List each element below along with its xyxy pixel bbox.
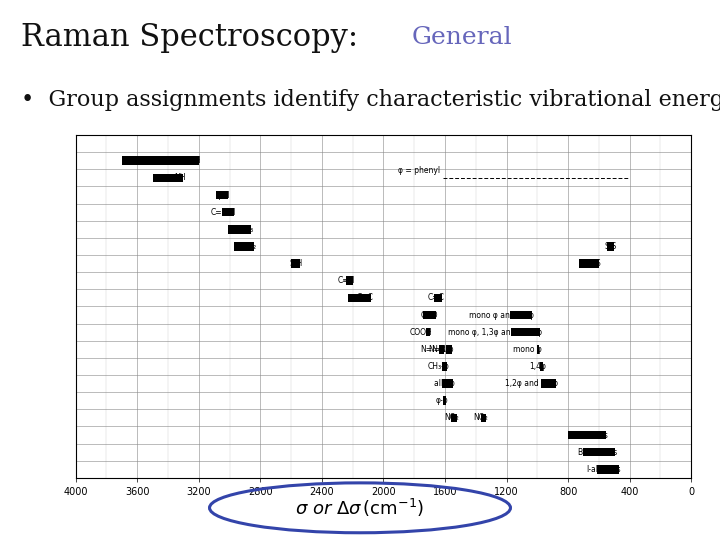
Bar (451, 414, 456, 422)
Text: R-φ: R-φ (442, 379, 455, 388)
Text: C-S: C-S (588, 259, 601, 268)
Bar (423, 310, 436, 319)
Bar (541, 379, 556, 388)
Text: NO₂: NO₂ (473, 414, 488, 422)
Text: mono φ and 1,2φ: mono φ and 1,2φ (469, 310, 534, 320)
Bar (579, 259, 599, 268)
Bar (443, 396, 446, 405)
Text: Raman Spectroscopy:: Raman Spectroscopy: (22, 22, 359, 53)
Bar (442, 379, 448, 388)
Text: General: General (412, 26, 513, 49)
Text: C=O: C=O (420, 310, 438, 320)
Bar (537, 345, 539, 354)
Bar (481, 414, 486, 422)
Bar (234, 242, 254, 251)
Text: mono φ: mono φ (513, 345, 541, 354)
Text: C=C-H: C=C-H (211, 208, 236, 217)
Bar (426, 328, 431, 336)
Bar (446, 345, 452, 354)
Text: 1,2φ and 1,3φ: 1,2φ and 1,3φ (505, 379, 558, 388)
Text: S-S: S-S (604, 242, 616, 251)
Bar (511, 328, 539, 336)
Text: all φ: all φ (433, 379, 450, 388)
Text: OH: OH (189, 156, 201, 165)
Text: φ-H: φ-H (217, 191, 230, 199)
Text: Br-alkanes: Br-alkanes (577, 448, 617, 457)
Bar (446, 379, 453, 388)
Bar (583, 448, 615, 456)
Bar (122, 157, 199, 165)
Bar (216, 191, 228, 199)
Text: NO₂: NO₂ (444, 414, 459, 422)
Text: φ = phenyl: φ = phenyl (398, 166, 441, 176)
Text: Cl-alkanes: Cl-alkanes (568, 430, 608, 440)
Text: CH₂: CH₂ (243, 242, 256, 251)
Bar (434, 294, 442, 302)
Text: I-alkanes: I-alkanes (587, 465, 621, 474)
Text: S-H: S-H (289, 259, 302, 268)
Bar (346, 276, 353, 285)
Bar (568, 431, 606, 440)
Text: φ-φ: φ-φ (436, 396, 448, 405)
Bar (510, 310, 532, 319)
Text: N=N-R: N=N-R (420, 345, 446, 354)
Bar (438, 345, 444, 354)
Text: •  Group assignments identify characteristic vibrational energy: • Group assignments identify characteris… (22, 89, 720, 111)
Bar (222, 208, 234, 217)
Bar (153, 173, 184, 182)
Text: COOH: COOH (410, 328, 433, 336)
Text: N=N-φ: N=N-φ (428, 345, 454, 354)
Bar (608, 242, 614, 251)
Bar (539, 362, 544, 371)
Bar (291, 259, 300, 268)
Bar (228, 225, 251, 234)
Text: C=C: C=C (427, 293, 444, 302)
Text: NH: NH (174, 173, 186, 183)
Text: 1,4φ: 1,4φ (528, 362, 546, 371)
Bar (348, 294, 371, 302)
Text: $\sigma$ or $\Delta\sigma\,({\rm cm}^{-1})$: $\sigma$ or $\Delta\sigma\,({\rm cm}^{-1… (295, 497, 425, 519)
Text: CH₃-φ: CH₃-φ (428, 362, 449, 371)
Bar (442, 362, 447, 371)
Text: mono φ, 1,3φ and 1,3,5φ: mono φ, 1,3φ and 1,3,5φ (448, 328, 542, 336)
Text: C≡C: C≡C (356, 293, 374, 302)
Text: CH₃: CH₃ (239, 225, 253, 234)
Text: C≡N: C≡N (338, 276, 355, 285)
Bar (597, 465, 619, 474)
